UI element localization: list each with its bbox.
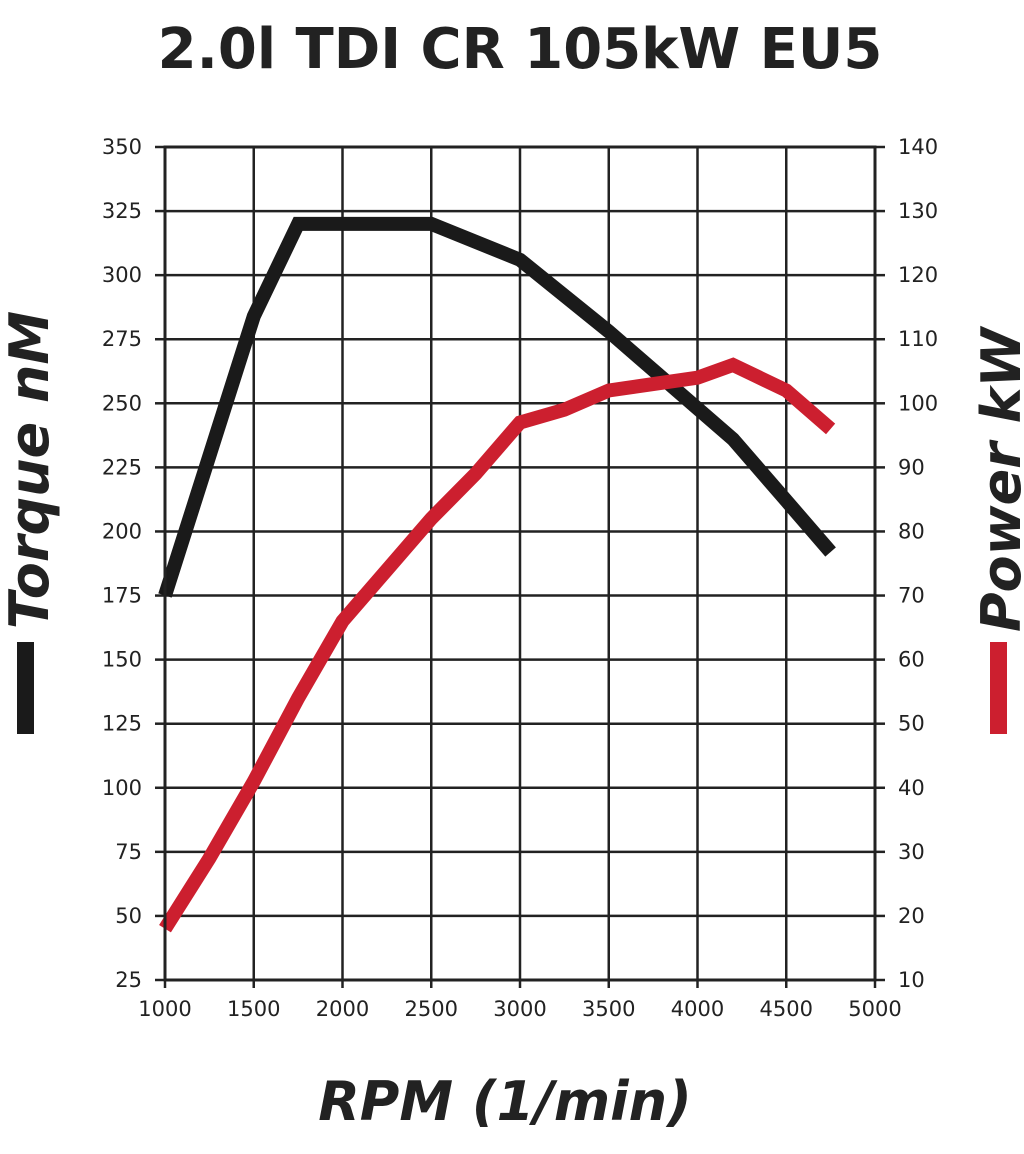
y-left-tick-label: 175	[102, 584, 142, 608]
power-line	[159, 357, 836, 933]
y-right-axis-title: Power kW	[970, 326, 1024, 633]
x-tick-label: 5000	[848, 997, 901, 1021]
y-left-tick-label: 125	[102, 712, 142, 736]
y-left-tick-label: 325	[102, 199, 142, 223]
y-left-tick-label: 75	[115, 840, 142, 864]
y-right-tick-label: 20	[898, 904, 925, 928]
y-right-tick-label: 140	[898, 135, 938, 159]
torque-legend-swatch	[17, 642, 34, 734]
y-right-tick-label: 50	[898, 712, 925, 736]
x-tick-label: 3500	[582, 997, 635, 1021]
y-right-tick-label: 40	[898, 776, 925, 800]
series-layer	[158, 216, 836, 933]
y-left-tick-label: 25	[115, 968, 142, 992]
y-left-tick-label: 200	[102, 519, 142, 543]
x-tick-label: 1500	[227, 997, 280, 1021]
y-right-tick-label: 70	[898, 584, 925, 608]
y-left-axis-title: Torque nM	[0, 311, 61, 629]
y-left-tick-label: 300	[102, 263, 142, 287]
power-legend-swatch	[990, 642, 1007, 734]
y-left-tick-label: 250	[102, 391, 142, 415]
y-right-tick-label: 110	[898, 327, 938, 351]
x-tick-label: 2000	[316, 997, 369, 1021]
y-right-tick-label: 60	[898, 648, 925, 672]
y-right-tick-label: 90	[898, 455, 925, 479]
y-right-tick-label: 80	[898, 519, 925, 543]
y-right-tick-label: 100	[898, 391, 938, 415]
plot-frame	[163, 145, 877, 982]
y-right-tick-label: 120	[898, 263, 938, 287]
torque-line	[158, 216, 836, 598]
x-tick-label: 4500	[760, 997, 813, 1021]
x-tick-label: 1000	[138, 997, 191, 1021]
y-left-tick-label: 100	[102, 776, 142, 800]
x-axis-title: RPM (1/min)	[318, 1070, 692, 1133]
y-right-tick-label: 30	[898, 840, 925, 864]
y-left-tick-label: 350	[102, 135, 142, 159]
y-right-tick-label: 10	[898, 968, 925, 992]
x-tick-label: 2500	[405, 997, 458, 1021]
chart-title: 2.0l TDI CR 105kW EU5	[158, 17, 883, 82]
x-tick-label: 4000	[671, 997, 724, 1021]
y-left-tick-label: 225	[102, 455, 142, 479]
y-right-tick-label: 130	[898, 199, 938, 223]
grid	[155, 145, 885, 988]
x-tick-label: 3000	[493, 997, 546, 1021]
tick-labels: 1000 1500 2000 2500 3000 3500 4000 4500 5000 350 3…	[102, 135, 938, 1021]
y-left-tick-label: 150	[102, 648, 142, 672]
y-left-tick-label: 50	[115, 904, 142, 928]
y-left-tick-label: 275	[102, 327, 142, 351]
